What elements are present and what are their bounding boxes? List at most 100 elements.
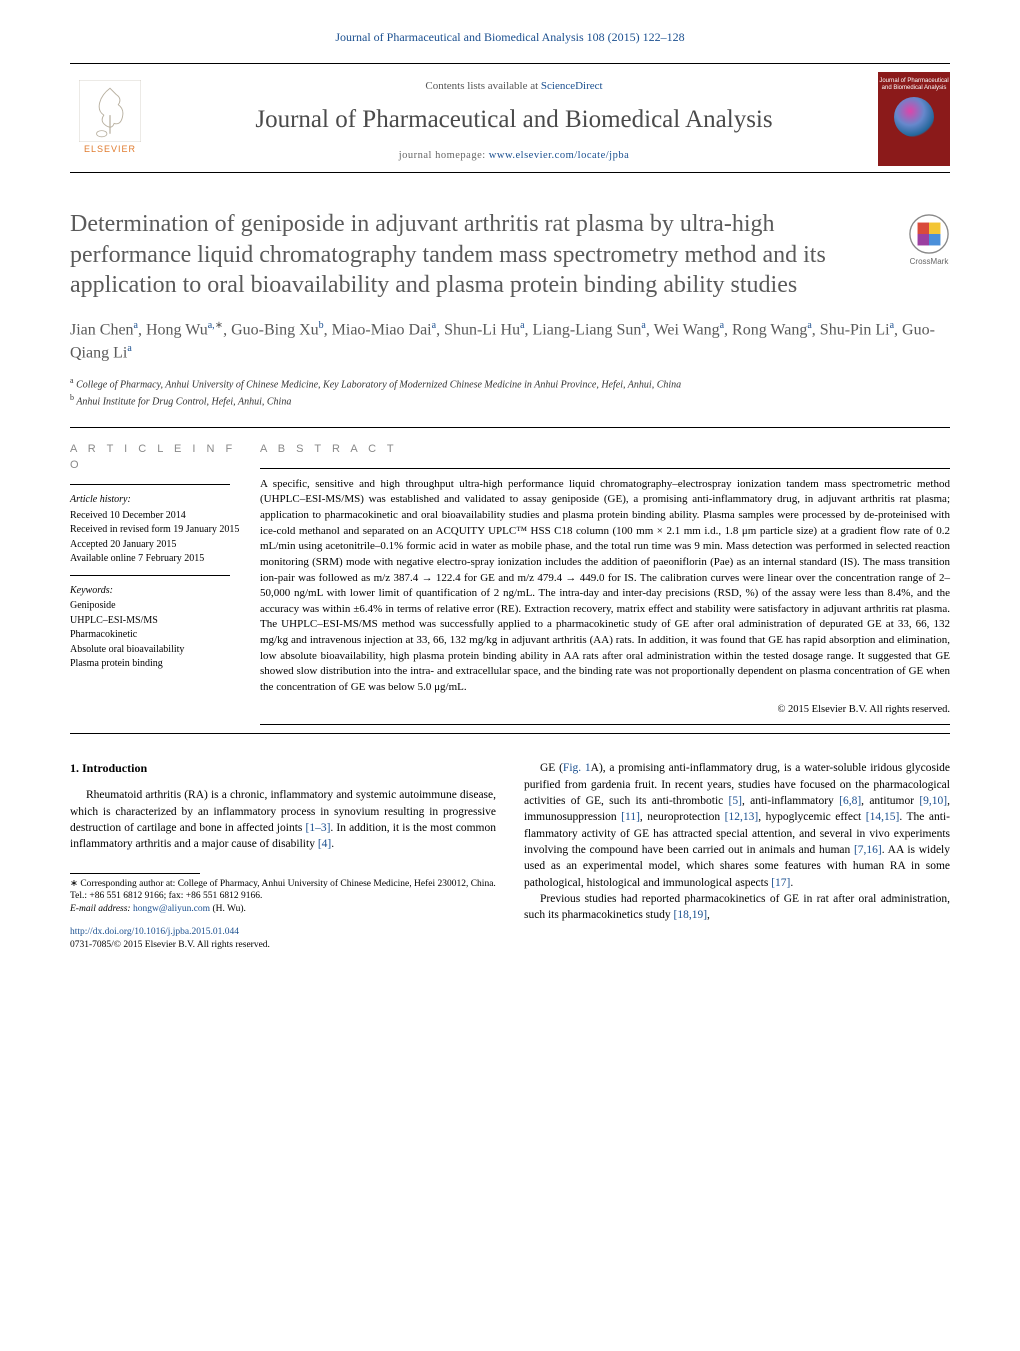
article-info-block: a r t i c l e i n f o Article history: R…: [70, 442, 260, 733]
body-top-divider: [70, 733, 950, 734]
header-center: Contents lists available at ScienceDirec…: [164, 70, 864, 161]
citation-link[interactable]: [5]: [729, 795, 742, 807]
figure-link[interactable]: Fig. 1: [563, 762, 591, 774]
revised-date: Received in revised form 19 January 2015: [70, 523, 240, 538]
corresponding-footnote: ∗ Corresponding author at: College of Ph…: [70, 878, 496, 904]
keyword: Absolute oral bioavailability: [70, 643, 240, 658]
info-divider: [70, 575, 230, 576]
abstract-copyright: © 2015 Elsevier B.V. All rights reserved…: [260, 703, 950, 718]
body-text: .: [790, 877, 793, 889]
author-affil-sup: b: [319, 320, 324, 331]
citation-link[interactable]: [4]: [318, 838, 331, 850]
journal-header-box: ELSEVIER Contents lists available at Sci…: [70, 64, 950, 173]
footnote-block: ∗ Corresponding author at: College of Ph…: [70, 853, 496, 952]
author-affil-sup: a: [134, 320, 138, 331]
author-affil-sup: a: [807, 320, 811, 331]
accepted-date: Accepted 20 January 2015: [70, 538, 240, 553]
crossmark-badge[interactable]: CrossMark: [908, 213, 950, 266]
footnote-divider: [70, 873, 200, 874]
author-affil-sup: a: [890, 320, 894, 331]
history-label: Article history:: [70, 493, 240, 508]
body-text: , neuroprotection: [640, 811, 725, 823]
keywords-block: Keywords: Geniposide UHPLC–ESI-MS/MS Pha…: [70, 584, 240, 672]
citation-link[interactable]: [14,15]: [866, 811, 900, 823]
abstract-block: a b s t r a c t A specific, sensitive an…: [260, 442, 950, 733]
corresponding-star: ∗: [215, 320, 223, 331]
keyword: Geniposide: [70, 599, 240, 614]
intro-paragraph-1: Rheumatoid arthritis (RA) is a chronic, …: [70, 787, 496, 852]
homepage-line: journal homepage: www.elsevier.com/locat…: [164, 150, 864, 161]
authors-list: Jian Chena, Hong Wua,∗, Guo-Bing Xub, Mi…: [70, 319, 950, 364]
body-text: , hypoglycemic effect: [758, 811, 866, 823]
body-text: GE (: [540, 762, 563, 774]
keyword: Plasma protein binding: [70, 657, 240, 672]
intro-paragraph-3: Previous studies had reported pharmacoki…: [524, 891, 950, 924]
keyword: UHPLC–ESI-MS/MS: [70, 614, 240, 629]
body-text: Previous studies had reported pharmacoki…: [524, 893, 950, 921]
contents-line: Contents lists available at ScienceDirec…: [164, 80, 864, 92]
cover-title: Journal of Pharmaceutical and Biomedical…: [878, 78, 950, 91]
info-abstract-row: a r t i c l e i n f o Article history: R…: [70, 428, 950, 733]
abstract-bottom-divider: [260, 724, 950, 725]
doi-block: http://dx.doi.org/10.1016/j.jpba.2015.01…: [70, 926, 496, 952]
online-date: Available online 7 February 2015: [70, 552, 240, 567]
crossmark-label: CrossMark: [910, 257, 949, 266]
article-info-heading: a r t i c l e i n f o: [70, 442, 240, 474]
affiliation-a: a College of Pharmacy, Anhui University …: [70, 375, 950, 392]
intro-paragraph-2: GE (Fig. 1A), a promising anti-inflammat…: [524, 760, 950, 891]
citation-link[interactable]: [12,13]: [725, 811, 759, 823]
article-title: Determination of geniposide in adjuvant …: [70, 209, 908, 301]
issn-line: 0731-7085/© 2015 Elsevier B.V. All right…: [70, 939, 496, 952]
author-affil-sup: a: [127, 343, 131, 354]
info-divider: [70, 484, 230, 485]
doi-link[interactable]: http://dx.doi.org/10.1016/j.jpba.2015.01…: [70, 926, 496, 939]
body-text: , antitumor: [861, 795, 919, 807]
body-text: ,: [707, 909, 710, 921]
citation-link[interactable]: [7,16]: [854, 844, 882, 856]
body-columns: 1. Introduction Rheumatoid arthritis (RA…: [70, 760, 950, 951]
left-column: 1. Introduction Rheumatoid arthritis (RA…: [70, 760, 496, 951]
keyword: Pharmacokinetic: [70, 628, 240, 643]
journal-cover-thumbnail[interactable]: Journal of Pharmaceutical and Biomedical…: [878, 72, 950, 166]
sciencedirect-link[interactable]: ScienceDirect: [541, 80, 603, 92]
email-who: (H. Wu).: [210, 904, 246, 914]
abstract-heading: a b s t r a c t: [260, 442, 950, 458]
journal-ref-line: Journal of Pharmaceutical and Biomedical…: [0, 0, 1020, 63]
section-heading-intro: 1. Introduction: [70, 760, 496, 777]
homepage-link[interactable]: www.elsevier.com/locate/jpba: [489, 150, 629, 161]
journal-title: Journal of Pharmaceutical and Biomedical…: [164, 106, 864, 134]
elsevier-logo[interactable]: ELSEVIER: [70, 72, 150, 162]
citation-link[interactable]: [11]: [621, 811, 640, 823]
contents-prefix: Contents lists available at: [425, 80, 540, 92]
affiliation-b: b Anhui Institute for Drug Control, Hefe…: [70, 392, 950, 409]
elsevier-label: ELSEVIER: [84, 144, 136, 154]
author-affil-sup: a: [432, 320, 436, 331]
crossmark-icon: [908, 213, 950, 255]
affiliation-a-text: College of Pharmacy, Anhui University of…: [76, 379, 681, 390]
email-label: E-mail address:: [70, 904, 133, 914]
affiliations: a College of Pharmacy, Anhui University …: [70, 375, 950, 410]
email-line: E-mail address: hongw@aliyun.com (H. Wu)…: [70, 903, 496, 916]
affiliation-b-text: Anhui Institute for Drug Control, Hefei,…: [76, 396, 291, 407]
author-affil-sup: a,: [208, 320, 215, 331]
cover-graphic-icon: [894, 97, 934, 137]
citation-link[interactable]: [1–3]: [306, 822, 331, 834]
body-text: .: [331, 838, 334, 850]
received-date: Received 10 December 2014: [70, 509, 240, 524]
citation-link[interactable]: [6,8]: [839, 795, 861, 807]
abstract-divider: [260, 468, 950, 469]
citation-link[interactable]: [17]: [771, 877, 790, 889]
body-text: , anti-inflammatory: [742, 795, 839, 807]
journal-ref-text[interactable]: Journal of Pharmaceutical and Biomedical…: [335, 30, 684, 44]
email-link[interactable]: hongw@aliyun.com: [133, 904, 210, 914]
author-affil-sup: a: [520, 320, 524, 331]
author-affil-sup: a: [641, 320, 645, 331]
abstract-text: A specific, sensitive and high throughpu…: [260, 477, 950, 696]
author-affil-sup: a: [720, 320, 724, 331]
citation-link[interactable]: [18,19]: [673, 909, 707, 921]
title-section: Determination of geniposide in adjuvant …: [70, 209, 950, 301]
homepage-prefix: journal homepage:: [399, 150, 489, 161]
citation-link[interactable]: [9,10]: [919, 795, 947, 807]
elsevier-tree-icon: [79, 80, 141, 142]
keywords-label: Keywords:: [70, 584, 240, 599]
